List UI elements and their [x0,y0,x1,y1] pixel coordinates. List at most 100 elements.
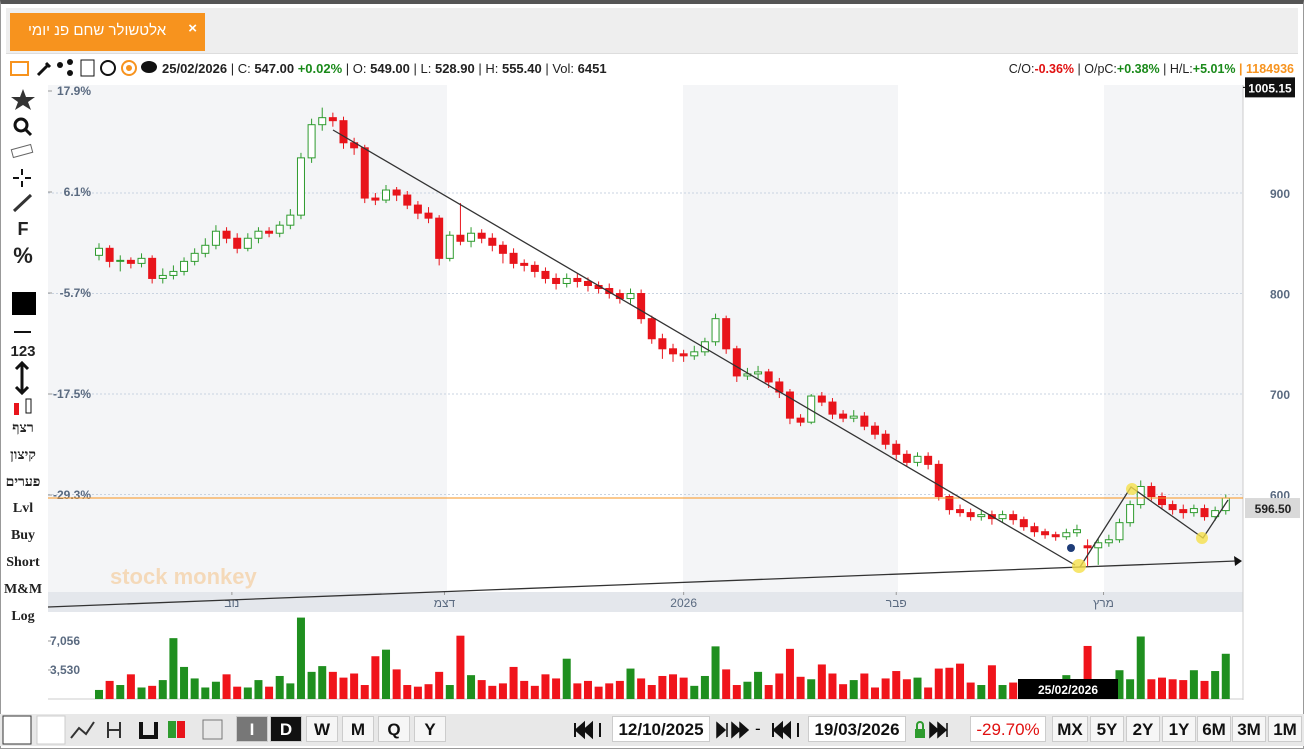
volume-bar [126,674,135,699]
icon[interactable] [100,60,116,76]
volume-bar [233,686,242,699]
tab-close[interactable]: × [188,20,197,37]
icon[interactable] [14,403,19,415]
trend-line[interactable] [1079,486,1229,568]
header-info: 25/02/2026 | C: 547.00 +0.02% | O: 549.0… [162,61,607,76]
icon[interactable] [716,721,750,739]
tool[interactable]: F [17,219,29,239]
tool[interactable]: 123 [10,343,36,360]
candle-body [456,234,465,242]
range-button[interactable]: 3M [1232,716,1266,742]
trend-line[interactable] [47,560,1237,608]
volume-bar [413,686,422,699]
icon[interactable] [36,715,66,745]
icon[interactable] [202,719,223,740]
candle-body [392,189,401,196]
icon[interactable] [139,722,158,739]
icon[interactable] [13,117,29,133]
trend-line[interactable] [332,129,1076,566]
icon[interactable] [13,169,31,187]
tool[interactable]: Lvl [12,501,34,516]
candle-body [180,260,189,272]
candle-body [1062,532,1071,538]
period-button[interactable]: Q [378,716,410,742]
volume-bar [158,680,167,699]
range-button[interactable]: 2Y [1126,716,1160,742]
icon[interactable] [929,721,948,739]
range-button[interactable]: MX [1052,716,1088,742]
icon[interactable] [141,61,157,73]
icon[interactable] [67,59,73,65]
from-date[interactable]: 12/10/2025 [612,716,710,742]
candle-body [211,230,220,246]
to-date[interactable]: 19/03/2026 [808,716,906,742]
range-button[interactable]: 1M [1268,716,1302,742]
icon[interactable] [10,61,29,76]
icon[interactable] [126,65,132,71]
icon[interactable] [916,721,924,729]
range-button[interactable]: 5Y [1090,716,1124,742]
volume-bar [658,675,667,699]
volume-bar [594,686,603,699]
icon[interactable] [177,721,185,738]
icon[interactable] [915,729,925,738]
separator: - [755,719,761,738]
icon[interactable] [574,720,601,740]
icon[interactable] [11,89,35,110]
y-tick-label: 7,056 [50,634,80,648]
tool[interactable]: % [13,243,33,268]
icon[interactable] [12,193,33,213]
period-button[interactable]: W [306,716,338,742]
icon[interactable] [12,292,36,315]
icon[interactable] [14,360,30,396]
point-marker [1126,483,1138,495]
range-button[interactable]: 1Y [1162,716,1196,742]
icon[interactable] [23,127,33,137]
period-button[interactable]: I [236,716,268,742]
candle-body [137,257,146,264]
candle-body [530,264,539,272]
tool[interactable]: קיצון [10,448,36,463]
icon[interactable] [67,70,73,76]
icon[interactable] [121,60,137,76]
icon[interactable] [25,398,32,414]
icon[interactable] [2,715,32,745]
header-stats: C/O:-0.36% | O/pC:+0.38% | H/L:+5.01% | … [1008,62,1294,76]
icon[interactable] [80,59,95,77]
candle-body [477,232,486,239]
volume-bar [1115,670,1124,699]
range-button[interactable]: 6M [1197,716,1231,742]
icon[interactable] [10,143,34,159]
watermark: stock monkey [110,564,257,589]
period-button[interactable]: M [342,716,374,742]
candle-body [201,244,210,254]
volume-bar [371,656,380,699]
tool[interactable]: Short [6,555,40,570]
tool[interactable]: M&M [3,582,43,597]
tool[interactable]: Log [11,609,35,624]
icon[interactable] [36,61,52,77]
volume-bar [583,680,592,699]
volume-bar [95,689,103,699]
volume-bar [690,685,699,699]
candle-body [669,348,678,355]
icon[interactable] [70,721,95,739]
icon[interactable] [57,62,63,68]
candle-body [924,455,933,465]
tab[interactable]: אלטשולר שחם פנ יומי × [10,13,205,51]
icon[interactable] [107,722,121,738]
volume-bar [392,669,401,699]
candle-body [796,417,805,423]
icon[interactable] [168,721,176,738]
candle-body [807,395,816,423]
volume-bar [743,681,752,699]
volume-bar [286,683,295,699]
candle-body [722,318,731,350]
tool[interactable]: רצף [12,421,34,436]
tool[interactable]: פערים [5,475,41,490]
period-button[interactable]: D [270,716,302,742]
icon[interactable] [772,720,799,740]
tool[interactable]: Buy [10,528,36,543]
volume-bar [711,646,720,699]
period-button[interactable]: Y [414,716,446,742]
